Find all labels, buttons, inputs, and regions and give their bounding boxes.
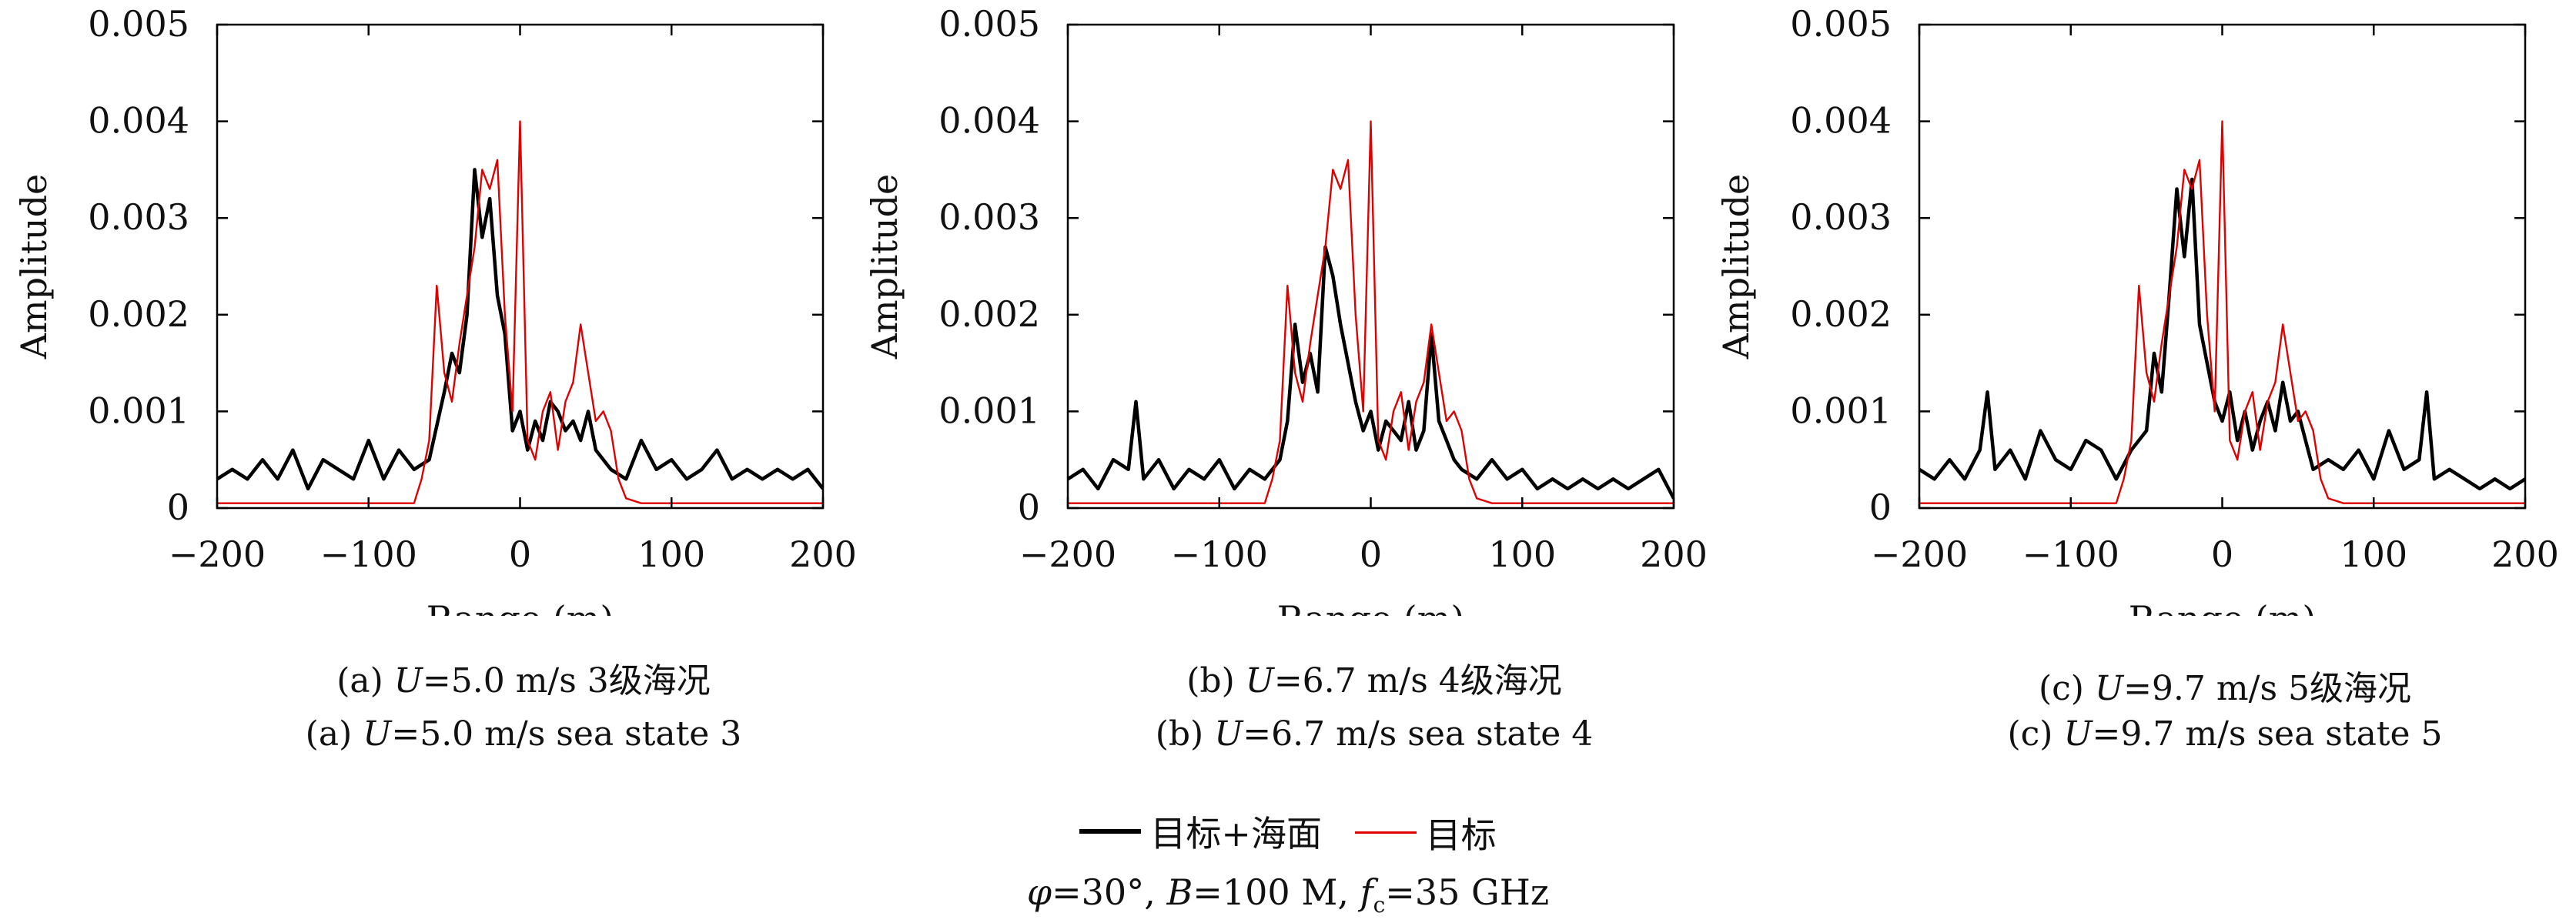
x-tick-label-a-0: −200 bbox=[169, 533, 266, 575]
plot-frame-c bbox=[1918, 23, 2527, 510]
y-tick-label-b-2: 0.002 bbox=[938, 293, 1040, 335]
conditions-line: φ=30°, B=100 M, fc=35 GHz bbox=[0, 871, 2576, 918]
bandwidth-symbol: B bbox=[1166, 871, 1193, 913]
y-tick-label-c-1: 0.001 bbox=[1790, 390, 1892, 431]
y-tick-label-c-0: 0 bbox=[1869, 487, 1892, 528]
y-tick-label-a-3: 0.003 bbox=[88, 196, 189, 238]
y-tick-label-c-2: 0.002 bbox=[1790, 293, 1892, 335]
legend-item-target: 目标 bbox=[1354, 808, 1497, 858]
y-tick-label-c-3: 0.003 bbox=[1790, 196, 1892, 238]
x-tick-label-a-3: 100 bbox=[637, 533, 705, 575]
x-tick-label-b-0: −200 bbox=[1019, 533, 1116, 575]
y-tick-label-b-4: 0.004 bbox=[938, 100, 1040, 142]
y-tick-label-a-5: 0.005 bbox=[88, 3, 189, 45]
x-tick-label-c-4: 200 bbox=[2491, 533, 2559, 575]
series-line-target-c bbox=[1919, 120, 2525, 504]
legend-item-combined: 目标+海面 bbox=[1079, 806, 1322, 857]
legend-label-target: 目标 bbox=[1425, 814, 1497, 856]
phi-symbol: φ bbox=[1026, 871, 1052, 913]
y-axis-label-a: Amplitude bbox=[13, 174, 55, 360]
caption-c-zh: (c) U=9.7 m/s 5级海况 bbox=[2039, 669, 2411, 708]
chart-b: 0 0.001 0.002 0.003 0.004 0.005 −200 −100 0 100 20… bbox=[864, 3, 1708, 616]
phi-value: =30°, bbox=[1052, 871, 1167, 913]
frequency-value: =35 GHz bbox=[1385, 871, 1550, 913]
x-tick-label-a-4: 200 bbox=[789, 533, 857, 575]
x-axis-label-b: Range (m) bbox=[1277, 598, 1465, 616]
x-tick-label-c-2: 0 bbox=[2211, 533, 2233, 575]
legend-swatch-target bbox=[1354, 831, 1417, 834]
caption-b-en: (b) U=6.7 m/s sea state 4 bbox=[1155, 714, 1594, 754]
series-line-combined-c bbox=[1919, 177, 2525, 491]
y-tick-label-a-1: 0.001 bbox=[88, 390, 189, 431]
x-tick-label-b-1: −100 bbox=[1171, 533, 1268, 575]
legend: 目标+海面 目标 bbox=[0, 801, 2576, 858]
y-axis-label-b: Amplitude bbox=[864, 174, 905, 360]
plot-frame-b bbox=[1066, 23, 1675, 510]
x-tick-label-b-2: 0 bbox=[1360, 533, 1382, 575]
bandwidth-value: =100 M, bbox=[1193, 871, 1360, 913]
x-tick-label-b-4: 200 bbox=[1640, 533, 1708, 575]
x-tick-label-a-2: 0 bbox=[509, 533, 531, 575]
series-line-target-b bbox=[1068, 120, 1674, 504]
charts-canvas: 0 0.001 0.002 0.003 0.004 0.005 −200 −100 0 100 20… bbox=[13, 3, 2559, 616]
y-tick-label-a-2: 0.002 bbox=[88, 293, 189, 335]
caption-a-zh: (a) U=5.0 m/s 3级海况 bbox=[336, 661, 711, 701]
x-tick-label-a-1: −100 bbox=[320, 533, 417, 575]
x-tick-label-c-1: −100 bbox=[2022, 533, 2119, 575]
y-tick-label-c-4: 0.004 bbox=[1790, 100, 1892, 142]
y-axis-label-c: Amplitude bbox=[1715, 174, 1757, 360]
y-tick-label-b-3: 0.003 bbox=[938, 196, 1040, 238]
x-tick-label-c-3: 100 bbox=[2340, 533, 2407, 575]
plot-frame-a bbox=[216, 23, 825, 510]
caption-c-en: (c) U=9.7 m/s sea state 5 bbox=[2007, 714, 2443, 754]
y-tick-label-a-0: 0 bbox=[167, 487, 189, 528]
x-axis-label-a: Range (m) bbox=[427, 598, 614, 616]
caption-a-en: (a) U=5.0 m/s sea state 3 bbox=[305, 714, 742, 754]
frequency-symbol: f bbox=[1360, 871, 1373, 913]
y-tick-label-b-0: 0 bbox=[1018, 487, 1040, 528]
x-tick-label-b-3: 100 bbox=[1488, 533, 1556, 575]
y-tick-label-b-5: 0.005 bbox=[938, 3, 1040, 45]
legend-label-combined: 目标+海面 bbox=[1150, 813, 1322, 854]
x-tick-label-c-0: −200 bbox=[1871, 533, 1968, 575]
series-line-target-a bbox=[217, 120, 823, 504]
x-axis-label-c: Range (m) bbox=[2129, 598, 2317, 616]
y-tick-label-c-5: 0.005 bbox=[1790, 3, 1892, 45]
caption-b-zh: (b) U=6.7 m/s 4级海况 bbox=[1186, 661, 1562, 701]
y-tick-label-a-4: 0.004 bbox=[88, 100, 189, 142]
series-line-combined-a bbox=[217, 168, 823, 491]
legend-swatch-combined bbox=[1079, 829, 1142, 834]
y-tick-label-b-1: 0.001 bbox=[938, 390, 1040, 431]
chart-c: 0 0.001 0.002 0.003 0.004 0.005 −200 −100 0 100 20… bbox=[1715, 3, 2559, 616]
frequency-subscript: c bbox=[1373, 892, 1386, 918]
chart-a: 0 0.001 0.002 0.003 0.004 0.005 −200 −100 0 100 20… bbox=[13, 3, 857, 616]
series-line-combined-b bbox=[1068, 245, 1674, 500]
